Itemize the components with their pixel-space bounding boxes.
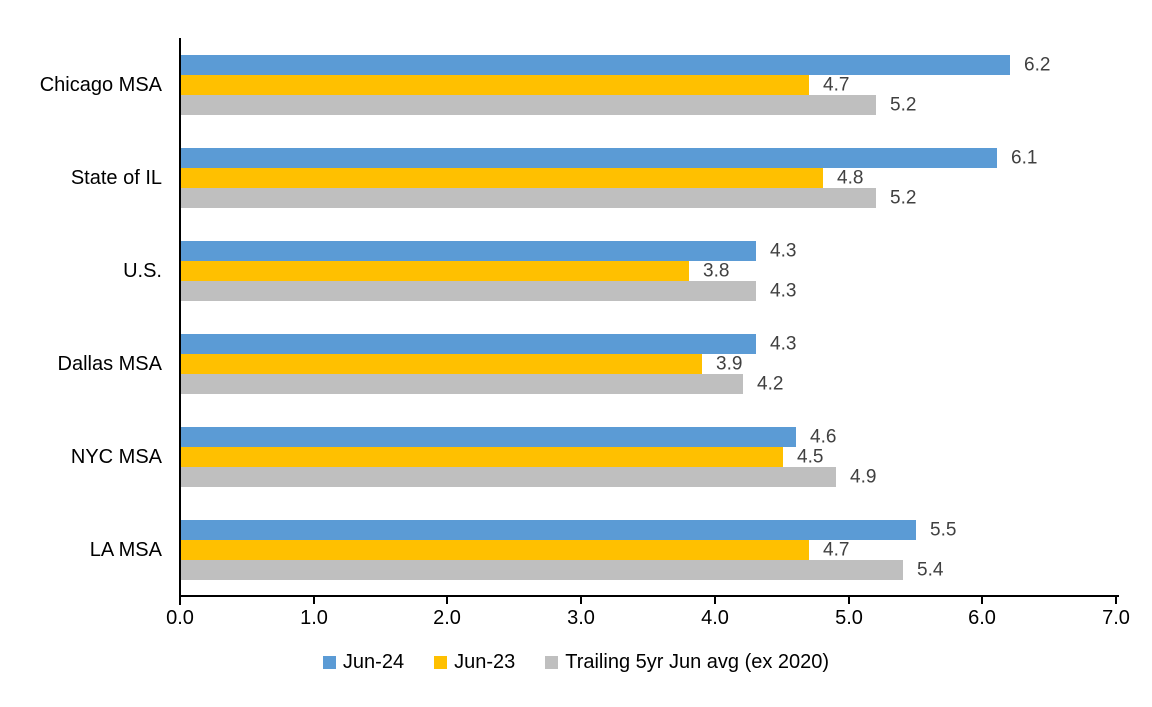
bar [181,261,689,281]
data-label: 5.5 [930,519,957,541]
data-label: 4.7 [823,74,850,96]
data-label: 4.9 [850,466,877,488]
bar [181,281,756,301]
bar [181,447,783,467]
data-label: 5.2 [890,94,917,116]
x-axis-tick-label: 4.0 [701,607,729,629]
x-axis-tick-label: 2.0 [433,607,461,629]
category-label: U.S. [123,260,162,282]
data-label: 4.3 [770,240,797,262]
data-label: 4.3 [770,333,797,355]
x-axis-tick-label: 0.0 [166,607,194,629]
x-axis-tick-label: 5.0 [835,607,863,629]
legend-label-jun-23: Jun-23 [454,651,516,673]
data-label: 5.2 [890,187,917,209]
legend-label-jun-24: Jun-24 [342,651,405,673]
legend: Jun-24 Jun-23 Trailing 5yr Jun avg (ex 2… [0,652,1152,672]
category-label: State of IL [70,167,162,189]
x-axis-tick-mark [446,597,448,604]
x-axis-line [179,595,1119,597]
bar [181,354,702,374]
bar [181,168,823,188]
category-label: Chicago MSA [39,74,162,96]
plot-area: 6.2 4.7 5.2 6.1 4.8 5.2 4.3 3.8 4.3 4.3 3.9 4.2 4.6 4… [180,38,1118,596]
data-label: 4.5 [797,446,824,468]
data-label: 6.1 [1011,147,1038,169]
x-axis-tick-label: 3.0 [567,607,595,629]
x-axis-tick-mark [981,597,983,604]
bar [181,560,903,580]
bar [181,540,809,560]
data-label: 3.8 [703,260,730,282]
data-label: 3.9 [716,353,743,375]
bar [181,95,876,115]
data-label: 4.7 [823,539,850,561]
legend-marker-trailing-5yr-avg [545,655,559,669]
x-axis-tick-label: 1.0 [300,607,328,629]
data-label: 4.2 [757,373,784,395]
category-label: LA MSA [89,539,162,561]
bar [181,55,1010,75]
bar [181,520,916,540]
category-label: Dallas MSA [57,353,162,375]
bar [181,188,876,208]
bar [181,241,756,261]
x-axis-tick-mark [1115,597,1117,604]
bar [181,334,756,354]
data-label: 5.4 [917,559,944,581]
x-axis-tick-mark [580,597,582,604]
bar [181,148,997,168]
bar [181,374,743,394]
x-axis-tick-mark [848,597,850,604]
data-label: 4.8 [837,167,864,189]
legend-marker-jun-24 [322,655,336,669]
legend-label-trailing-5yr-avg: Trailing 5yr Jun avg (ex 2020) [565,651,830,673]
x-axis-tick-mark [313,597,315,604]
y-axis-line [179,38,181,605]
x-axis-tick-label: 6.0 [968,607,996,629]
x-axis-tick-label: 7.0 [1102,607,1130,629]
x-axis-tick-mark [179,597,181,604]
bar [181,467,836,487]
legend-item-jun-24: Jun-24 [322,651,405,673]
category-label: NYC MSA [70,446,162,468]
data-label: 4.6 [810,426,837,448]
bar [181,427,796,447]
legend-item-trailing-5yr-avg: Trailing 5yr Jun avg (ex 2020) [545,652,829,672]
legend-marker-jun-23 [434,655,448,669]
bar [181,75,809,95]
legend-item-jun-23: Jun-23 [434,652,515,672]
data-label: 6.2 [1024,54,1051,76]
x-axis-tick-mark [714,597,716,604]
data-label: 4.3 [770,280,797,302]
